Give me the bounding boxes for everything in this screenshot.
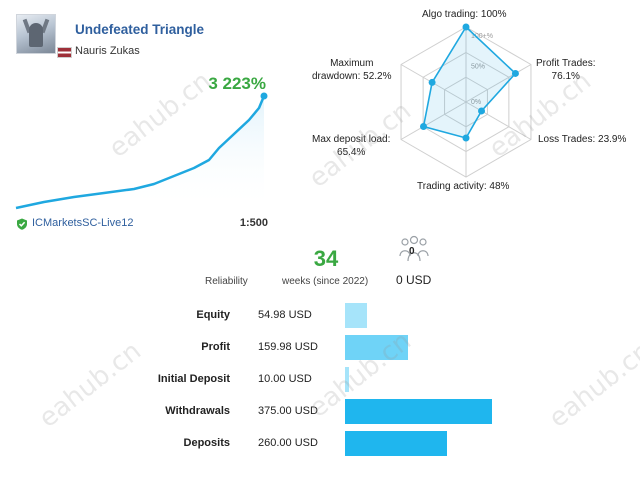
weeks-label: weeks (since 2022) <box>282 276 369 287</box>
growth-endpoint <box>260 92 268 100</box>
radar-point <box>462 23 470 31</box>
radar-grid-spoke <box>465 64 532 103</box>
financial-row-label: Profit <box>201 341 230 353</box>
weeks-count: 34 <box>313 246 339 271</box>
country-flag-icon <box>57 47 72 58</box>
financial-row: Deposits 260.00 USD <box>0 431 640 457</box>
radar-grid-spoke <box>400 101 467 140</box>
radar-ring-label: 100+% <box>471 33 493 40</box>
radar-label-algo-trading: Algo trading: 100% <box>422 9 507 20</box>
radar-label-max-deposit-load: Max deposit load: 65.4% <box>312 133 390 159</box>
financial-row: Initial Deposit 10.00 USD <box>0 367 640 393</box>
radar-label-maximum-drawdown-line1: Maximum <box>330 58 374 69</box>
radar-label-profit-trades-value: 76.1% <box>551 71 580 82</box>
financial-row-value: 159.98 USD <box>258 341 318 353</box>
radar-point <box>420 123 428 131</box>
financial-row-label: Deposits <box>183 437 230 449</box>
radar-label-maximum-drawdown: Maximum drawdown: 52.2% <box>312 57 392 83</box>
radar-label-max-deposit-load-value: 65.4% <box>337 147 366 158</box>
growth-percentage: 3 223% <box>208 74 266 93</box>
financial-bar <box>345 431 447 456</box>
author-name[interactable]: Nauris Zukas <box>75 45 140 57</box>
radar-label-max-deposit-load-line1: Max deposit load: <box>312 134 391 145</box>
growth-area <box>16 96 264 210</box>
financial-bar <box>345 367 349 392</box>
financial-row: Withdrawals 375.00 USD <box>0 399 640 425</box>
financial-row: Equity 54.98 USD <box>0 303 640 329</box>
radar-point <box>478 107 486 115</box>
growth-chart <box>15 92 268 210</box>
author-avatar[interactable] <box>16 14 56 54</box>
broker-server[interactable]: ICMarketsSC-Live12 <box>32 217 134 229</box>
subscribers-icon <box>399 235 429 262</box>
reliability-label: Reliability <box>205 276 248 287</box>
radar-chart: 100+% 50% 0% Algo trading: 100% Profit Tra… <box>300 0 640 200</box>
radar-grid-spoke <box>465 101 532 140</box>
radar-ring-label: 50% <box>471 64 485 71</box>
financial-row-label: Withdrawals <box>165 405 230 417</box>
financial-row-value: 375.00 USD <box>258 405 318 417</box>
radar-label-loss-trades: Loss Trades: 23.9% <box>538 134 627 145</box>
financial-row-label: Initial Deposit <box>157 373 230 385</box>
financial-bar <box>345 335 408 360</box>
radar-label-profit-trades-line1: Profit Trades: <box>536 58 596 69</box>
leverage: 1:500 <box>239 217 268 229</box>
radar-point <box>462 134 470 142</box>
signal-title[interactable]: Undefeated Triangle <box>75 22 205 37</box>
radar-point <box>511 69 519 77</box>
financial-bar <box>345 303 367 328</box>
radar-point <box>428 78 436 86</box>
subscribers-count: 0 <box>409 246 415 257</box>
financial-row: Profit 159.98 USD <box>0 335 640 361</box>
radar-label-maximum-drawdown-value: drawdown: 52.2% <box>312 71 392 82</box>
verified-shield-icon <box>17 218 27 230</box>
financial-bar <box>345 399 492 424</box>
financial-row-value: 54.98 USD <box>258 309 312 321</box>
financial-row-value: 260.00 USD <box>258 437 318 449</box>
subscribers-usd: 0 USD <box>396 273 432 287</box>
growth-line <box>15 95 266 210</box>
radar-label-profit-trades: Profit Trades: 76.1% <box>536 57 595 83</box>
radar-label-trading-activity: Trading activity: 48% <box>417 181 510 192</box>
radar-ring-label: 0% <box>471 99 481 106</box>
financial-row-label: Equity <box>196 309 230 321</box>
radar-svg: 100+% 50% 0% <box>400 23 532 178</box>
financial-row-value: 10.00 USD <box>258 373 312 385</box>
avatar-figure <box>29 23 43 47</box>
